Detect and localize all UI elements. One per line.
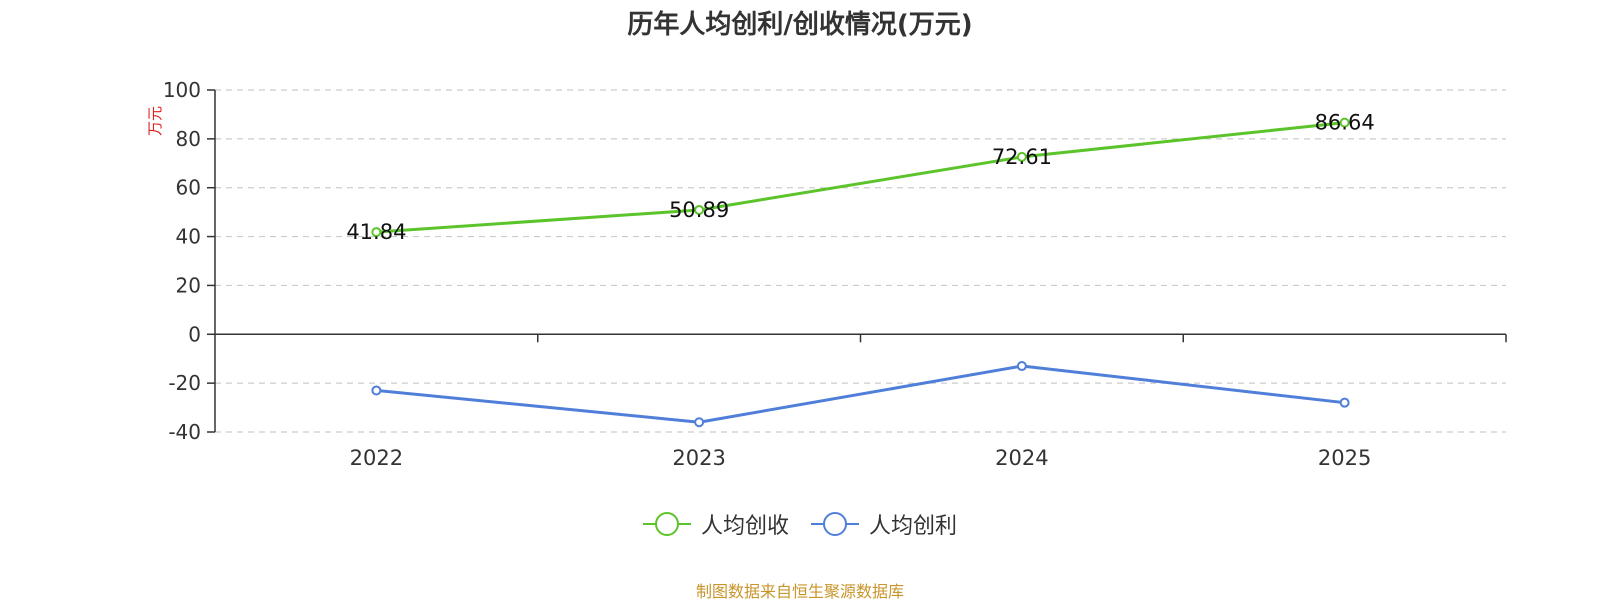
data-source-note: 制图数据来自恒生聚源数据库	[695, 582, 904, 601]
x-tick-label: 2025	[1318, 446, 1371, 470]
y-tick-label: -20	[168, 371, 201, 395]
x-tick-label: 2024	[995, 446, 1048, 470]
chart-title: 历年人均创利/创收情况(万元)	[627, 10, 973, 40]
x-tick-label: 2022	[350, 446, 403, 470]
data-point	[371, 385, 382, 396]
legend-line-circle-icon	[642, 511, 691, 537]
data-label: 41.84	[346, 220, 406, 244]
legend-item-revenue[interactable]: 人均创收	[642, 508, 789, 540]
y-tick-label: -40	[168, 420, 201, 444]
legend-item-profit[interactable]: 人均创利	[811, 508, 957, 540]
y-tick-label: 0	[188, 322, 201, 346]
x-tick-label: 2023	[672, 446, 725, 470]
y-tick-label: 100	[163, 78, 201, 102]
legend-label: 人均创利	[869, 514, 958, 539]
y-tick-label: 20	[176, 273, 201, 297]
legend: 人均创收 人均创利	[0, 508, 1600, 540]
y-tick-label: 60	[176, 176, 201, 200]
data-point	[694, 417, 705, 428]
y-tick-label: 40	[176, 225, 201, 249]
data-point	[694, 204, 705, 215]
data-point	[1339, 117, 1350, 128]
data-point	[1339, 397, 1350, 408]
data-label: 86.64	[1315, 111, 1375, 135]
y-axis-label: 万元	[146, 106, 164, 136]
data-label: 50.89	[669, 198, 729, 222]
data-point	[371, 227, 382, 238]
series-line-1	[376, 121, 1345, 234]
series-line-2	[376, 364, 1345, 424]
data-point	[1016, 151, 1027, 162]
data-point	[1016, 361, 1027, 372]
legend-label: 人均创收	[700, 514, 789, 539]
y-tick-label: 80	[176, 127, 201, 151]
legend-line-circle-icon	[811, 511, 859, 537]
data-label: 72.61	[992, 145, 1052, 169]
